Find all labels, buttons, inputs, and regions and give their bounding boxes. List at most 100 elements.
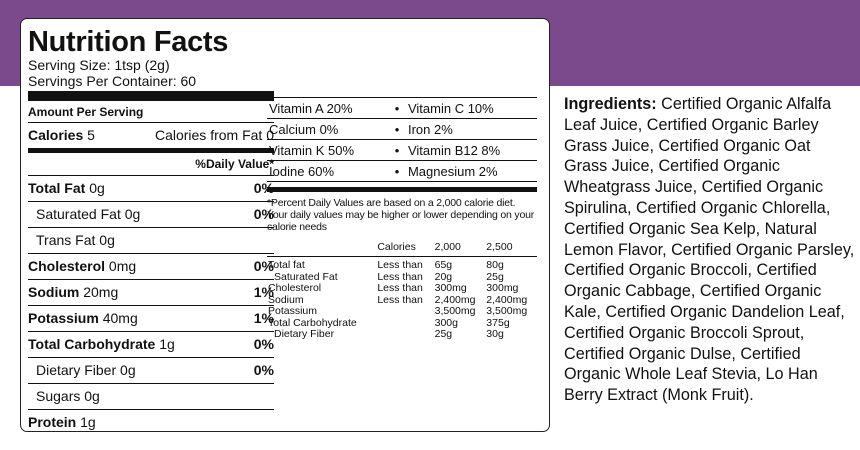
- nutrient-name: Sodium: [28, 284, 80, 300]
- nutrient-name: Protein: [28, 414, 77, 430]
- reference-cell: Total fat: [268, 259, 305, 271]
- reference-cell: 25g: [434, 328, 453, 340]
- reference-cell: Calories: [376, 241, 434, 257]
- nutrient-name: Cholesterol: [28, 258, 106, 274]
- reference-cell: Less than: [377, 270, 423, 283]
- vitamin-cell: Vitamin K 50%: [267, 139, 388, 161]
- daily-value-header: %Daily Value*: [195, 157, 274, 171]
- amount-per-serving: Amount Per Serving: [28, 105, 144, 119]
- reference-cell: 300mg: [434, 282, 467, 294]
- reference-cell: [376, 318, 433, 330]
- nutrient-name: Total Carbohydrate: [28, 336, 156, 352]
- nutrient-row: Saturated Fat 0g 0%: [28, 201, 274, 227]
- reference-cell: 300mg: [486, 282, 519, 294]
- nutrient-daily-value: 0%: [253, 258, 274, 274]
- vitamin-cell: Iron 2%: [405, 118, 537, 140]
- nutrient-name: Potassium: [28, 310, 99, 326]
- reference-cell: Less than: [377, 259, 423, 271]
- nutrient-daily-value: 0%: [253, 362, 274, 378]
- reference-cell: Less than: [377, 282, 423, 294]
- nutrient-amount: 0g: [99, 232, 115, 248]
- reference-row: Dietary Fiber 25g 30g: [267, 328, 537, 341]
- reference-cell: 300g: [434, 316, 458, 329]
- nutrient-amount: 20mg: [83, 284, 119, 300]
- serving-size: Serving Size: 1tsp (2g): [28, 57, 170, 73]
- calories-label: Calories: [28, 127, 84, 143]
- nutrient-label: Protein 1g: [28, 410, 96, 435]
- nutrient-amount: 1g: [80, 414, 96, 430]
- nutrient-label: Total Carbohydrate 1g: [28, 332, 175, 357]
- nutrient-list: Total Fat 0g 0% Saturated Fat 0g 0% Trans Fa…: [28, 175, 274, 435]
- nutrient-label: Saturated Fat 0g: [36, 202, 140, 227]
- nutrient-name: Sugars: [36, 388, 81, 404]
- reference-cell: 2,400mg: [486, 293, 528, 306]
- ingredients-block: Ingredients: Certified Organic Alfalfa L…: [564, 94, 856, 406]
- nutrient-amount: 0g: [124, 206, 141, 222]
- reference-cell: [267, 241, 377, 257]
- daily-value-footnote: *Percent Daily Values are based on a 2,0…: [267, 197, 535, 233]
- bullet-separator: •: [387, 139, 406, 161]
- nutrient-name: Trans Fat: [36, 232, 96, 248]
- nutrient-daily-value: 0%: [253, 206, 274, 222]
- nutrient-row: Dietary Fiber 0g 0%: [28, 357, 274, 383]
- nutrition-facts-title: Nutrition Facts: [28, 26, 229, 58]
- vitamins-table: Vitamin A 20% • Vitamin C 10% Calcium 0% • Ir…: [267, 97, 537, 182]
- medium-divider: [28, 148, 274, 153]
- reference-cell: Total Carbohydrate: [268, 316, 357, 329]
- nutrient-label: Trans Fat 0g: [36, 228, 115, 253]
- nutrient-row: Sodium 20mg 1%: [28, 279, 274, 305]
- nutrient-amount: 0g: [84, 388, 100, 404]
- reference-row: Total fat Less than 65g 80g: [267, 257, 537, 272]
- reference-row: Sodium Less than 2,400mg 2,400mg: [267, 293, 537, 307]
- reference-cell: Less than: [377, 293, 423, 306]
- nutrient-row: Trans Fat 0g: [28, 227, 274, 253]
- calories-value: 5: [87, 127, 95, 143]
- vitamin-row: Vitamin A 20% • Vitamin C 10%: [267, 97, 537, 119]
- reference-row: Cholesterol Less than 300mg 300mg: [267, 282, 537, 295]
- vitamin-cell: Iodine 60%: [267, 160, 388, 182]
- nutrient-label: Sugars 0g: [36, 384, 100, 409]
- nutrient-name: Dietary Fiber: [36, 362, 117, 378]
- reference-cell: Cholesterol: [268, 282, 322, 294]
- reference-row: Potassium 3,500mg 3,500mg: [267, 305, 537, 318]
- vitamin-cell: Magnesium 2%: [405, 160, 537, 182]
- reference-cell: 3,500mg: [434, 305, 476, 317]
- ingredients-text: Certified Organic Alfalfa Leaf Juice, Ce…: [564, 95, 855, 405]
- reference-cell: Saturated Fat: [274, 270, 338, 283]
- reference-cell: 25g: [486, 270, 504, 283]
- nutrient-daily-value: 1%: [253, 310, 274, 326]
- reference-cell: 2,000: [433, 241, 486, 257]
- vitamin-cell: Calcium 0%: [267, 118, 388, 140]
- nutrient-daily-value: 1%: [253, 284, 274, 300]
- reference-cell: Sodium: [268, 293, 304, 306]
- nutrient-amount: 40mg: [102, 310, 138, 326]
- vitamin-row: Iodine 60% • Magnesium 2%: [267, 160, 537, 182]
- reference-cell: 20g: [434, 270, 453, 283]
- vitamin-row: Calcium 0% • Iron 2%: [267, 118, 537, 140]
- reference-cell: 30g: [486, 328, 504, 340]
- nutrient-name: Saturated Fat: [36, 206, 121, 222]
- reference-cell: [376, 306, 433, 318]
- nutrient-row: Potassium 40mg 1%: [28, 305, 274, 331]
- nutrient-name: Total Fat: [28, 180, 86, 196]
- nutrient-amount: 0mg: [108, 258, 137, 274]
- nutrient-amount: 0g: [120, 362, 136, 378]
- nutrition-facts-panel: Nutrition Facts Serving Size: 1tsp (2g) …: [20, 18, 550, 432]
- calories-row: Calories 5 Calories from Fat 0: [28, 122, 274, 148]
- reference-row: Saturated Fat Less than 20g 25g: [267, 270, 537, 284]
- vitamin-cell: Vitamin C 10%: [405, 97, 537, 119]
- reference-row: Total Carbohydrate 300g 375g: [267, 316, 537, 330]
- thick-divider: [28, 91, 274, 101]
- nutrient-row: Protein 1g: [28, 409, 274, 435]
- nutrient-label: Dietary Fiber 0g: [36, 358, 136, 383]
- nutrient-label: Sodium 20mg: [28, 280, 118, 305]
- bullet-separator: •: [387, 97, 406, 119]
- nutrition-left-column: Nutrition Facts Serving Size: 1tsp (2g) …: [28, 27, 274, 435]
- nutrition-right-column: Vitamin A 20% • Vitamin C 10% Calcium 0% • Ir…: [267, 97, 537, 341]
- nutrient-row: Sugars 0g: [28, 383, 274, 409]
- vitamin-cell: Vitamin B12 8%: [405, 139, 537, 161]
- nutrient-row: Total Carbohydrate 1g 0%: [28, 331, 274, 357]
- thick-divider: [267, 187, 537, 192]
- reference-cell: Potassium: [268, 305, 318, 317]
- reference-cell: 65g: [434, 259, 453, 271]
